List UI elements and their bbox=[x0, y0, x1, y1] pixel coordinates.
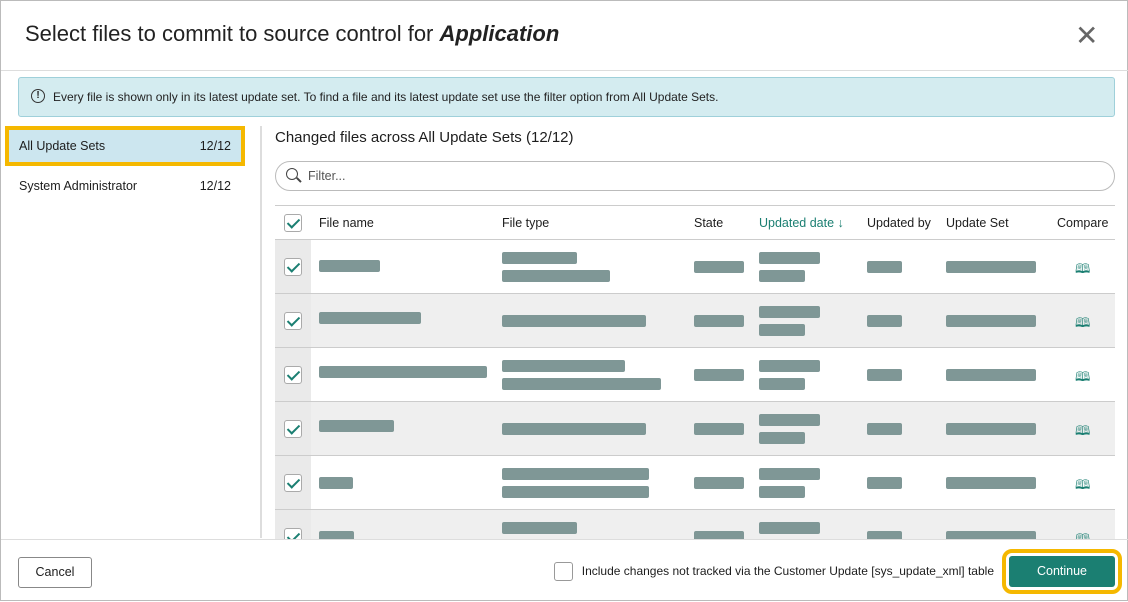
dialog-header: Select files to commit to source control… bbox=[1, 1, 1128, 71]
row-checkbox[interactable] bbox=[284, 474, 302, 492]
redacted-file-name bbox=[319, 366, 487, 378]
redacted-updated-date bbox=[759, 468, 820, 480]
include-untracked-label: Include changes not tracked via the Cust… bbox=[581, 564, 994, 578]
title-app-name: Application bbox=[439, 21, 560, 46]
column-file-type[interactable]: File type bbox=[502, 216, 550, 230]
book-open-icon[interactable]: 🕮 bbox=[1075, 369, 1091, 384]
redacted-file-name bbox=[319, 531, 354, 539]
row-checkbox[interactable] bbox=[284, 528, 302, 539]
redacted-updated-date bbox=[759, 270, 805, 282]
redacted-file-type bbox=[502, 252, 577, 264]
table-row[interactable]: 🕮 bbox=[275, 402, 1115, 456]
section-title: Changed files across All Update Sets (12… bbox=[275, 129, 574, 146]
redacted-updated-by bbox=[867, 261, 902, 273]
redacted-state bbox=[694, 531, 744, 539]
column-updated-date[interactable]: Updated date ↓ bbox=[759, 216, 844, 230]
book-open-icon[interactable]: 🕮 bbox=[1075, 423, 1091, 438]
redacted-file-type bbox=[502, 360, 625, 372]
column-state[interactable]: State bbox=[694, 216, 724, 230]
include-untracked-checkbox[interactable] bbox=[553, 562, 573, 581]
sidebar-item-label: All Update Sets bbox=[19, 139, 106, 153]
row-checkbox[interactable] bbox=[284, 312, 302, 330]
sidebar-item-all-update-sets[interactable]: All Update Sets 12/12 bbox=[5, 126, 245, 166]
redacted-state bbox=[694, 369, 744, 381]
redacted-state bbox=[694, 477, 744, 489]
subtitle-text: Changed files across All Update Sets bbox=[275, 129, 522, 146]
redacted-updated-by bbox=[867, 477, 902, 489]
redacted-updated-by bbox=[867, 531, 902, 539]
redacted-file-type bbox=[502, 423, 646, 435]
book-open-icon[interactable]: 🕮 bbox=[1075, 531, 1091, 539]
exclamation-circle-icon: ! bbox=[31, 89, 45, 103]
redacted-updated-date bbox=[759, 360, 820, 372]
redacted-updated-by bbox=[867, 369, 902, 381]
redacted-updated-by bbox=[867, 423, 902, 435]
row-checkbox[interactable] bbox=[284, 258, 302, 276]
cancel-button[interactable]: Cancel bbox=[18, 557, 92, 588]
redacted-state bbox=[694, 261, 744, 273]
redacted-file-name bbox=[319, 260, 380, 272]
redacted-updated-date bbox=[759, 414, 820, 426]
column-file-name[interactable]: File name bbox=[319, 216, 374, 230]
redacted-updated-date bbox=[759, 432, 805, 444]
table-row[interactable]: 🕮 bbox=[275, 456, 1115, 510]
redacted-updated-date bbox=[759, 306, 820, 318]
title-prefix: Select files to commit to source control… bbox=[25, 21, 434, 46]
redacted-updated-date bbox=[759, 324, 805, 336]
filter-placeholder: Filter... bbox=[308, 169, 346, 183]
column-updated-by[interactable]: Updated by bbox=[867, 216, 931, 230]
dialog-title: Select files to commit to source control… bbox=[25, 21, 559, 47]
redacted-updated-date bbox=[759, 378, 805, 390]
close-icon[interactable]: ✕ bbox=[1075, 20, 1099, 51]
redacted-updated-date bbox=[759, 486, 805, 498]
book-open-icon[interactable]: 🕮 bbox=[1075, 315, 1091, 330]
redacted-updated-date bbox=[759, 252, 820, 264]
redacted-updated-by bbox=[867, 315, 902, 327]
redacted-file-type bbox=[502, 270, 610, 282]
continue-button[interactable]: Continue bbox=[1002, 549, 1122, 594]
info-text: Every file is shown only in its latest u… bbox=[53, 90, 719, 104]
redacted-file-name bbox=[319, 477, 353, 489]
redacted-file-name bbox=[319, 312, 421, 324]
dialog-footer: Cancel Include changes not tracked via t… bbox=[1, 539, 1128, 602]
row-checkbox[interactable] bbox=[284, 366, 302, 384]
redacted-update-set bbox=[946, 477, 1036, 489]
redacted-file-type bbox=[502, 486, 649, 498]
table-header: File name File type State Updated date ↓… bbox=[275, 205, 1115, 240]
redacted-file-type bbox=[502, 315, 646, 327]
table-row[interactable]: 🕮 bbox=[275, 294, 1115, 348]
redacted-updated-date bbox=[759, 522, 820, 534]
book-open-icon[interactable]: 🕮 bbox=[1075, 477, 1091, 492]
table-row[interactable]: 🕮 bbox=[275, 510, 1115, 539]
table-row[interactable]: 🕮 bbox=[275, 348, 1115, 402]
redacted-state bbox=[694, 315, 744, 327]
row-checkbox[interactable] bbox=[284, 420, 302, 438]
redacted-state bbox=[694, 423, 744, 435]
file-table-body: 🕮 🕮 🕮 🕮 🕮 🕮 bbox=[275, 240, 1115, 539]
book-open-icon[interactable]: 🕮 bbox=[1075, 261, 1091, 276]
filter-input[interactable]: Filter... bbox=[275, 161, 1115, 191]
table-row[interactable]: 🕮 bbox=[275, 240, 1115, 294]
redacted-update-set bbox=[946, 423, 1036, 435]
sidebar-item-count: 12/12 bbox=[199, 139, 231, 153]
info-banner: ! Every file is shown only in its latest … bbox=[18, 77, 1115, 117]
sidebar-item-system-administrator[interactable]: System Administrator 12/12 bbox=[5, 166, 245, 206]
column-update-set[interactable]: Update Set bbox=[946, 216, 1009, 230]
redacted-file-name bbox=[319, 420, 394, 432]
subtitle-count: (12/12) bbox=[525, 129, 574, 146]
column-compare[interactable]: Compare bbox=[1057, 216, 1109, 230]
redacted-file-type bbox=[502, 522, 577, 534]
sidebar-item-count: 12/12 bbox=[199, 179, 231, 193]
redacted-file-type bbox=[502, 378, 661, 390]
sidebar-item-label: System Administrator bbox=[19, 179, 138, 193]
redacted-update-set bbox=[946, 531, 1036, 539]
redacted-update-set bbox=[946, 369, 1036, 381]
search-icon bbox=[286, 168, 298, 180]
divider bbox=[260, 126, 262, 538]
select-all-checkbox[interactable] bbox=[284, 214, 302, 232]
redacted-update-set bbox=[946, 261, 1036, 273]
redacted-file-type bbox=[502, 468, 649, 480]
redacted-update-set bbox=[946, 315, 1036, 327]
include-untracked-option[interactable]: Include changes not tracked via the Cust… bbox=[553, 562, 994, 581]
